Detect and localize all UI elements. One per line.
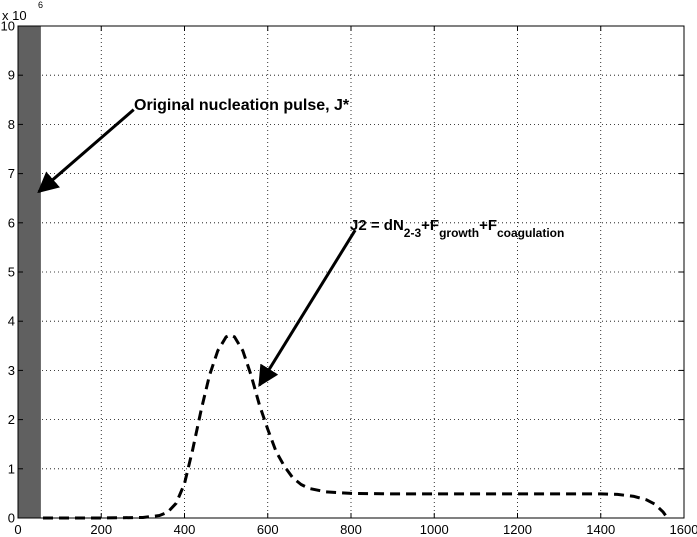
x-tick-label: 600 <box>257 522 279 537</box>
series-line-j2 <box>43 333 669 520</box>
x-axis-ticks: 0 200 400 600 800 1000 1200 1400 1600 <box>14 26 697 537</box>
annotation-subscript: growth <box>439 226 479 240</box>
y-tick-label: 1 <box>8 461 15 476</box>
annotation-label: Original nucleation pulse, J* <box>134 97 350 114</box>
annotation-arrow <box>258 229 357 387</box>
annotation-arrow <box>37 108 135 194</box>
annotations: Original nucleation pulse, J*J2 = dN2-3+… <box>37 97 564 387</box>
x-tick-label: 200 <box>90 522 112 537</box>
bar-layer <box>18 26 41 518</box>
annotation-text-part: J2 = dN <box>350 217 404 234</box>
annotation-subscript: coagulation <box>497 226 564 240</box>
y-tick-label: 10 <box>1 19 15 34</box>
y-axis-ticks: 0 1 2 3 4 5 6 7 8 9 10 <box>1 19 684 526</box>
x-tick-label: 1200 <box>503 522 532 537</box>
y-multiplier-exponent: 6 <box>38 0 43 10</box>
y-tick-label: 7 <box>8 166 15 181</box>
x-tick-label: 400 <box>174 522 196 537</box>
y-tick-label: 5 <box>8 265 15 280</box>
annotation-text-part: Original nucleation pulse, J* <box>134 97 350 114</box>
y-tick-label: 0 <box>8 511 15 526</box>
annotation-subscript: 2-3 <box>404 226 422 240</box>
series-layer <box>43 333 669 520</box>
annotation-label: J2 = dN2-3+Fgrowth+Fcoagulation <box>350 217 564 240</box>
y-tick-label: 2 <box>8 412 15 427</box>
x-tick-label: 1600 <box>670 522 697 537</box>
y-tick-label: 8 <box>8 117 15 132</box>
x-tick-label: 1400 <box>586 522 615 537</box>
x-tick-label: 1000 <box>420 522 449 537</box>
y-tick-label: 6 <box>8 215 15 230</box>
annotation-text-part: +F <box>479 217 497 234</box>
x-tick-label: 800 <box>340 522 362 537</box>
y-multiplier-label: x 10 <box>2 8 27 23</box>
y-tick-label: 4 <box>8 314 15 329</box>
nucleation-pulse-bar <box>18 26 41 518</box>
x-tick-label: 0 <box>14 522 21 537</box>
y-tick-label: 3 <box>8 363 15 378</box>
y-tick-label: 9 <box>8 68 15 83</box>
annotation-text-part: +F <box>421 217 439 234</box>
grid-lines <box>18 26 684 518</box>
